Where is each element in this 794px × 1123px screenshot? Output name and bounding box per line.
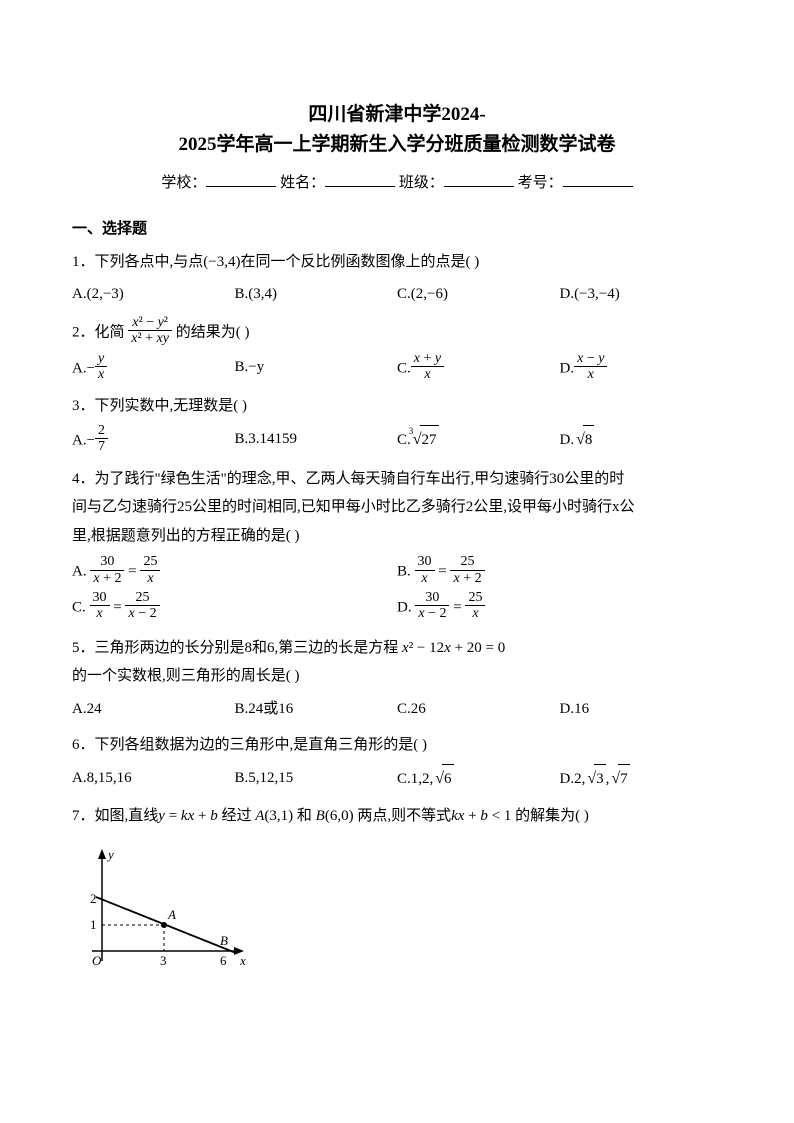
name-label: 姓名：	[280, 175, 325, 191]
student-info-line: 学校： 姓名： 班级： 考号：	[72, 169, 722, 198]
q1-opt-d: D.(−3,−4)	[560, 280, 723, 309]
frac-den: x² + xy	[128, 331, 172, 346]
q2-opt-d: D.x − yx	[560, 353, 723, 385]
q1-opt-b: B.(3,4)	[235, 280, 398, 309]
q5-l2: 的一个实数根,则三角形的周长是( )	[72, 662, 722, 691]
q2-opt-a: A.−yx	[72, 353, 235, 385]
q5-equation: x	[402, 640, 409, 656]
q5-opt-d: D.16	[560, 695, 723, 724]
q4-options: A. 30x + 2 = 25x B. 30x = 25x + 2 C. 30x…	[72, 554, 722, 626]
q2-opt-b: B.−y	[235, 353, 398, 385]
name-blank	[325, 172, 395, 187]
q3-options: A.−27 B.3.14159 C.327 D.8	[72, 425, 722, 457]
svg-text:A: A	[167, 907, 176, 922]
examno-label: 考号：	[518, 175, 563, 191]
examno-blank	[563, 172, 633, 187]
line-graph-svg: 1 2 3 6 O y x A B	[72, 841, 252, 981]
q3-stem: 3．下列实数中,无理数是( )	[72, 398, 247, 414]
q3-opt-a: A.−27	[72, 425, 235, 457]
q4-opt-a: A. 30x + 2 = 25x	[72, 556, 397, 588]
q5-l1-pre: 5．三角形两边的长分别是8和6,第三边的长是方程	[72, 640, 398, 656]
q7-pre: 7．如图,直线	[72, 808, 158, 824]
q4-opt-b: B. 30x = 25x + 2	[397, 556, 722, 588]
svg-text:B: B	[220, 933, 228, 948]
class-label: 班级：	[399, 175, 444, 191]
q7-mid1: 经过	[221, 808, 251, 824]
school-blank	[206, 172, 276, 187]
q6-options: A.8,15,16 B.5,12,15 C.1,2,6 D.2,3,7	[72, 764, 722, 794]
question-1: 1．下列各点中,与点(−3,4)在同一个反比例函数图像上的点是( )	[72, 248, 722, 277]
question-6: 6．下列各组数据为边的三角形中,是直角三角形的是( )	[72, 731, 722, 760]
svg-text:O: O	[92, 953, 102, 968]
q2-options: A.−yx B.−y C.x + yx D.x − yx	[72, 353, 722, 385]
q6-opt-c: C.1,2,6	[397, 764, 560, 794]
q4-line1: 4．为了践行"绿色生活"的理念,甲、乙两人每天骑自行车出行,甲匀速骑行30公里的…	[72, 465, 722, 494]
q4-opt-c: C. 30x = 25x − 2	[72, 592, 397, 624]
exam-title: 四川省新津中学2024- 2025学年高一上学期新生入学分班质量检测数学试卷	[72, 100, 722, 161]
q4-line2: 间与乙匀速骑行25公里的时间相同,已知甲每小时比乙多骑行2公里,设甲每小时骑行x…	[72, 493, 722, 522]
q2-main-fraction: x² − y² x² + xy	[128, 315, 172, 347]
q3-opt-b: B.3.14159	[235, 425, 398, 457]
question-7: 7．如图,直线y = kx + b 经过 A(3,1) 和 B(6,0) 两点,…	[72, 802, 722, 831]
title-line1: 四川省新津中学2024-	[308, 104, 485, 125]
school-label: 学校：	[161, 175, 206, 191]
q6-opt-a: A.8,15,16	[72, 764, 235, 794]
svg-text:3: 3	[160, 953, 167, 968]
class-blank	[444, 172, 514, 187]
question-3: 3．下列实数中,无理数是( )	[72, 392, 722, 421]
q3-opt-c: C.327	[397, 425, 560, 457]
exam-page: 四川省新津中学2024- 2025学年高一上学期新生入学分班质量检测数学试卷 学…	[0, 0, 794, 1123]
q5-options: A.24 B.24或16 C.26 D.16	[72, 695, 722, 724]
frac-num: x² − y²	[128, 315, 172, 331]
question-5: 5．三角形两边的长分别是8和6,第三边的长是方程 x² − 12x + 20 =…	[72, 634, 722, 691]
q1-stem: 1．下列各点中,与点(−3,4)在同一个反比例函数图像上的点是( )	[72, 254, 479, 270]
section-1-heading: 一、选择题	[72, 215, 722, 244]
svg-text:y: y	[106, 847, 114, 862]
q1-opt-c: C.(2,−6)	[397, 280, 560, 309]
q7-graph: 1 2 3 6 O y x A B	[72, 841, 722, 992]
q2-stem-pre: 2．化简	[72, 324, 125, 340]
q6-stem: 6．下列各组数据为边的三角形中,是直角三角形的是( )	[72, 737, 427, 753]
svg-text:2: 2	[90, 891, 97, 906]
title-line2: 2025学年高一上学期新生入学分班质量检测数学试卷	[178, 134, 615, 155]
q7-mid3: 两点,则不等式	[357, 808, 451, 824]
q2-stem-post: 的结果为( )	[176, 324, 250, 340]
question-4: 4．为了践行"绿色生活"的理念,甲、乙两人每天骑自行车出行,甲匀速骑行30公里的…	[72, 465, 722, 551]
svg-text:6: 6	[220, 953, 227, 968]
q4-opt-d: D. 30x − 2 = 25x	[397, 592, 722, 624]
q5-opt-c: C.26	[397, 695, 560, 724]
q5-opt-a: A.24	[72, 695, 235, 724]
q6-opt-b: B.5,12,15	[235, 764, 398, 794]
q7-mid2: 和	[297, 808, 312, 824]
q2-opt-c: C.x + yx	[397, 353, 560, 385]
question-2: 2．化简 x² − y² x² + xy 的结果为( )	[72, 317, 722, 349]
q3-opt-d: D.8	[560, 425, 723, 457]
q1-opt-a: A.(2,−3)	[72, 280, 235, 309]
q1-options: A.(2,−3) B.(3,4) C.(2,−6) D.(−3,−4)	[72, 280, 722, 309]
q7-post: 的解集为( )	[515, 808, 589, 824]
q5-opt-b: B.24或16	[235, 695, 398, 724]
q6-opt-d: D.2,3,7	[560, 764, 723, 794]
svg-text:x: x	[239, 953, 246, 968]
svg-text:1: 1	[90, 917, 97, 932]
q4-line3: 里,根据题意列出的方程正确的是( )	[72, 522, 722, 551]
